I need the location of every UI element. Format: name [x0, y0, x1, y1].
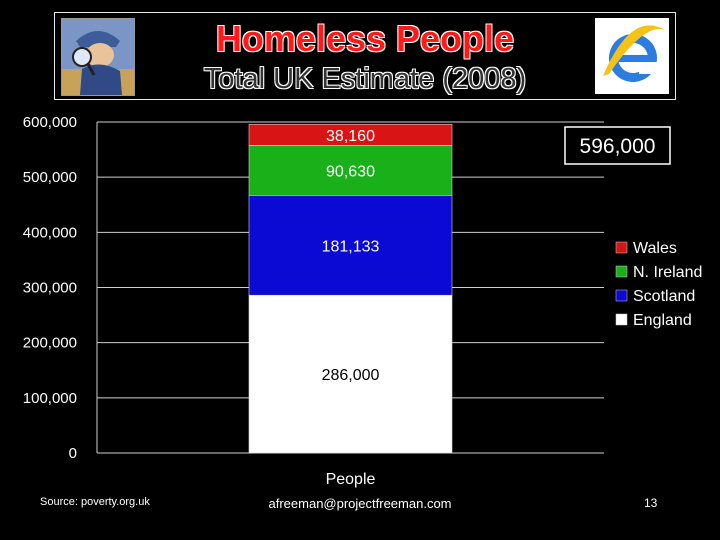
- y-tick-label: 500,000: [23, 169, 77, 186]
- y-tick-label: 200,000: [23, 335, 77, 352]
- chart-legend: Wales N. Ireland Scotland England: [615, 240, 702, 329]
- total-callout: 596,000: [564, 126, 671, 165]
- y-tick-label: 600,000: [23, 114, 77, 131]
- legend-label: England: [633, 312, 692, 329]
- legend-label: N. Ireland: [633, 264, 702, 281]
- page-number: 13: [644, 496, 658, 510]
- legend-swatch: [615, 313, 628, 326]
- legend-label: Wales: [633, 240, 677, 257]
- bar-segment-n-ireland: [248, 145, 453, 196]
- page-subtitle: Total UK Estimate (2008): [203, 63, 527, 95]
- footer-email: afreeman@projectfreeman.com: [268, 496, 452, 511]
- chart-bars: [248, 123, 453, 454]
- legend-label: Scotland: [633, 288, 695, 305]
- data-label: 181,133: [322, 238, 380, 255]
- total-value-label: 596,000: [580, 135, 656, 158]
- page-title: Homeless People: [215, 18, 515, 59]
- data-label: 38,160: [326, 128, 375, 145]
- legend-swatch: [615, 289, 628, 302]
- internet-explorer-icon: [595, 18, 669, 94]
- footer-source: Source: poverty.org.uk: [40, 496, 150, 508]
- title-box: Homeless People Total UK Estimate (2008): [54, 12, 676, 100]
- chart-data-labels: 286,000 181,133 90,630 38,160: [322, 128, 380, 384]
- y-tick-label: 400,000: [23, 224, 77, 241]
- legend-swatch: [615, 265, 628, 278]
- data-label: 90,630: [326, 163, 375, 180]
- x-axis-tick-labels: People: [326, 471, 376, 488]
- x-tick-label: People: [326, 471, 376, 488]
- y-tick-label: 100,000: [23, 390, 77, 407]
- bar-segment-wales: [248, 123, 453, 146]
- detective-logo-icon: [61, 18, 135, 96]
- y-axis-tick-labels: 0 100,000 200,000 300,000 400,000 500,000 600,…: [23, 114, 77, 462]
- legend-swatch: [615, 241, 628, 254]
- bar-segment-england: [248, 294, 453, 454]
- bar-segment-scotland: [248, 194, 453, 296]
- y-tick-label: 300,000: [23, 280, 77, 297]
- y-tick-label: 0: [69, 445, 77, 462]
- data-label: 286,000: [322, 367, 380, 384]
